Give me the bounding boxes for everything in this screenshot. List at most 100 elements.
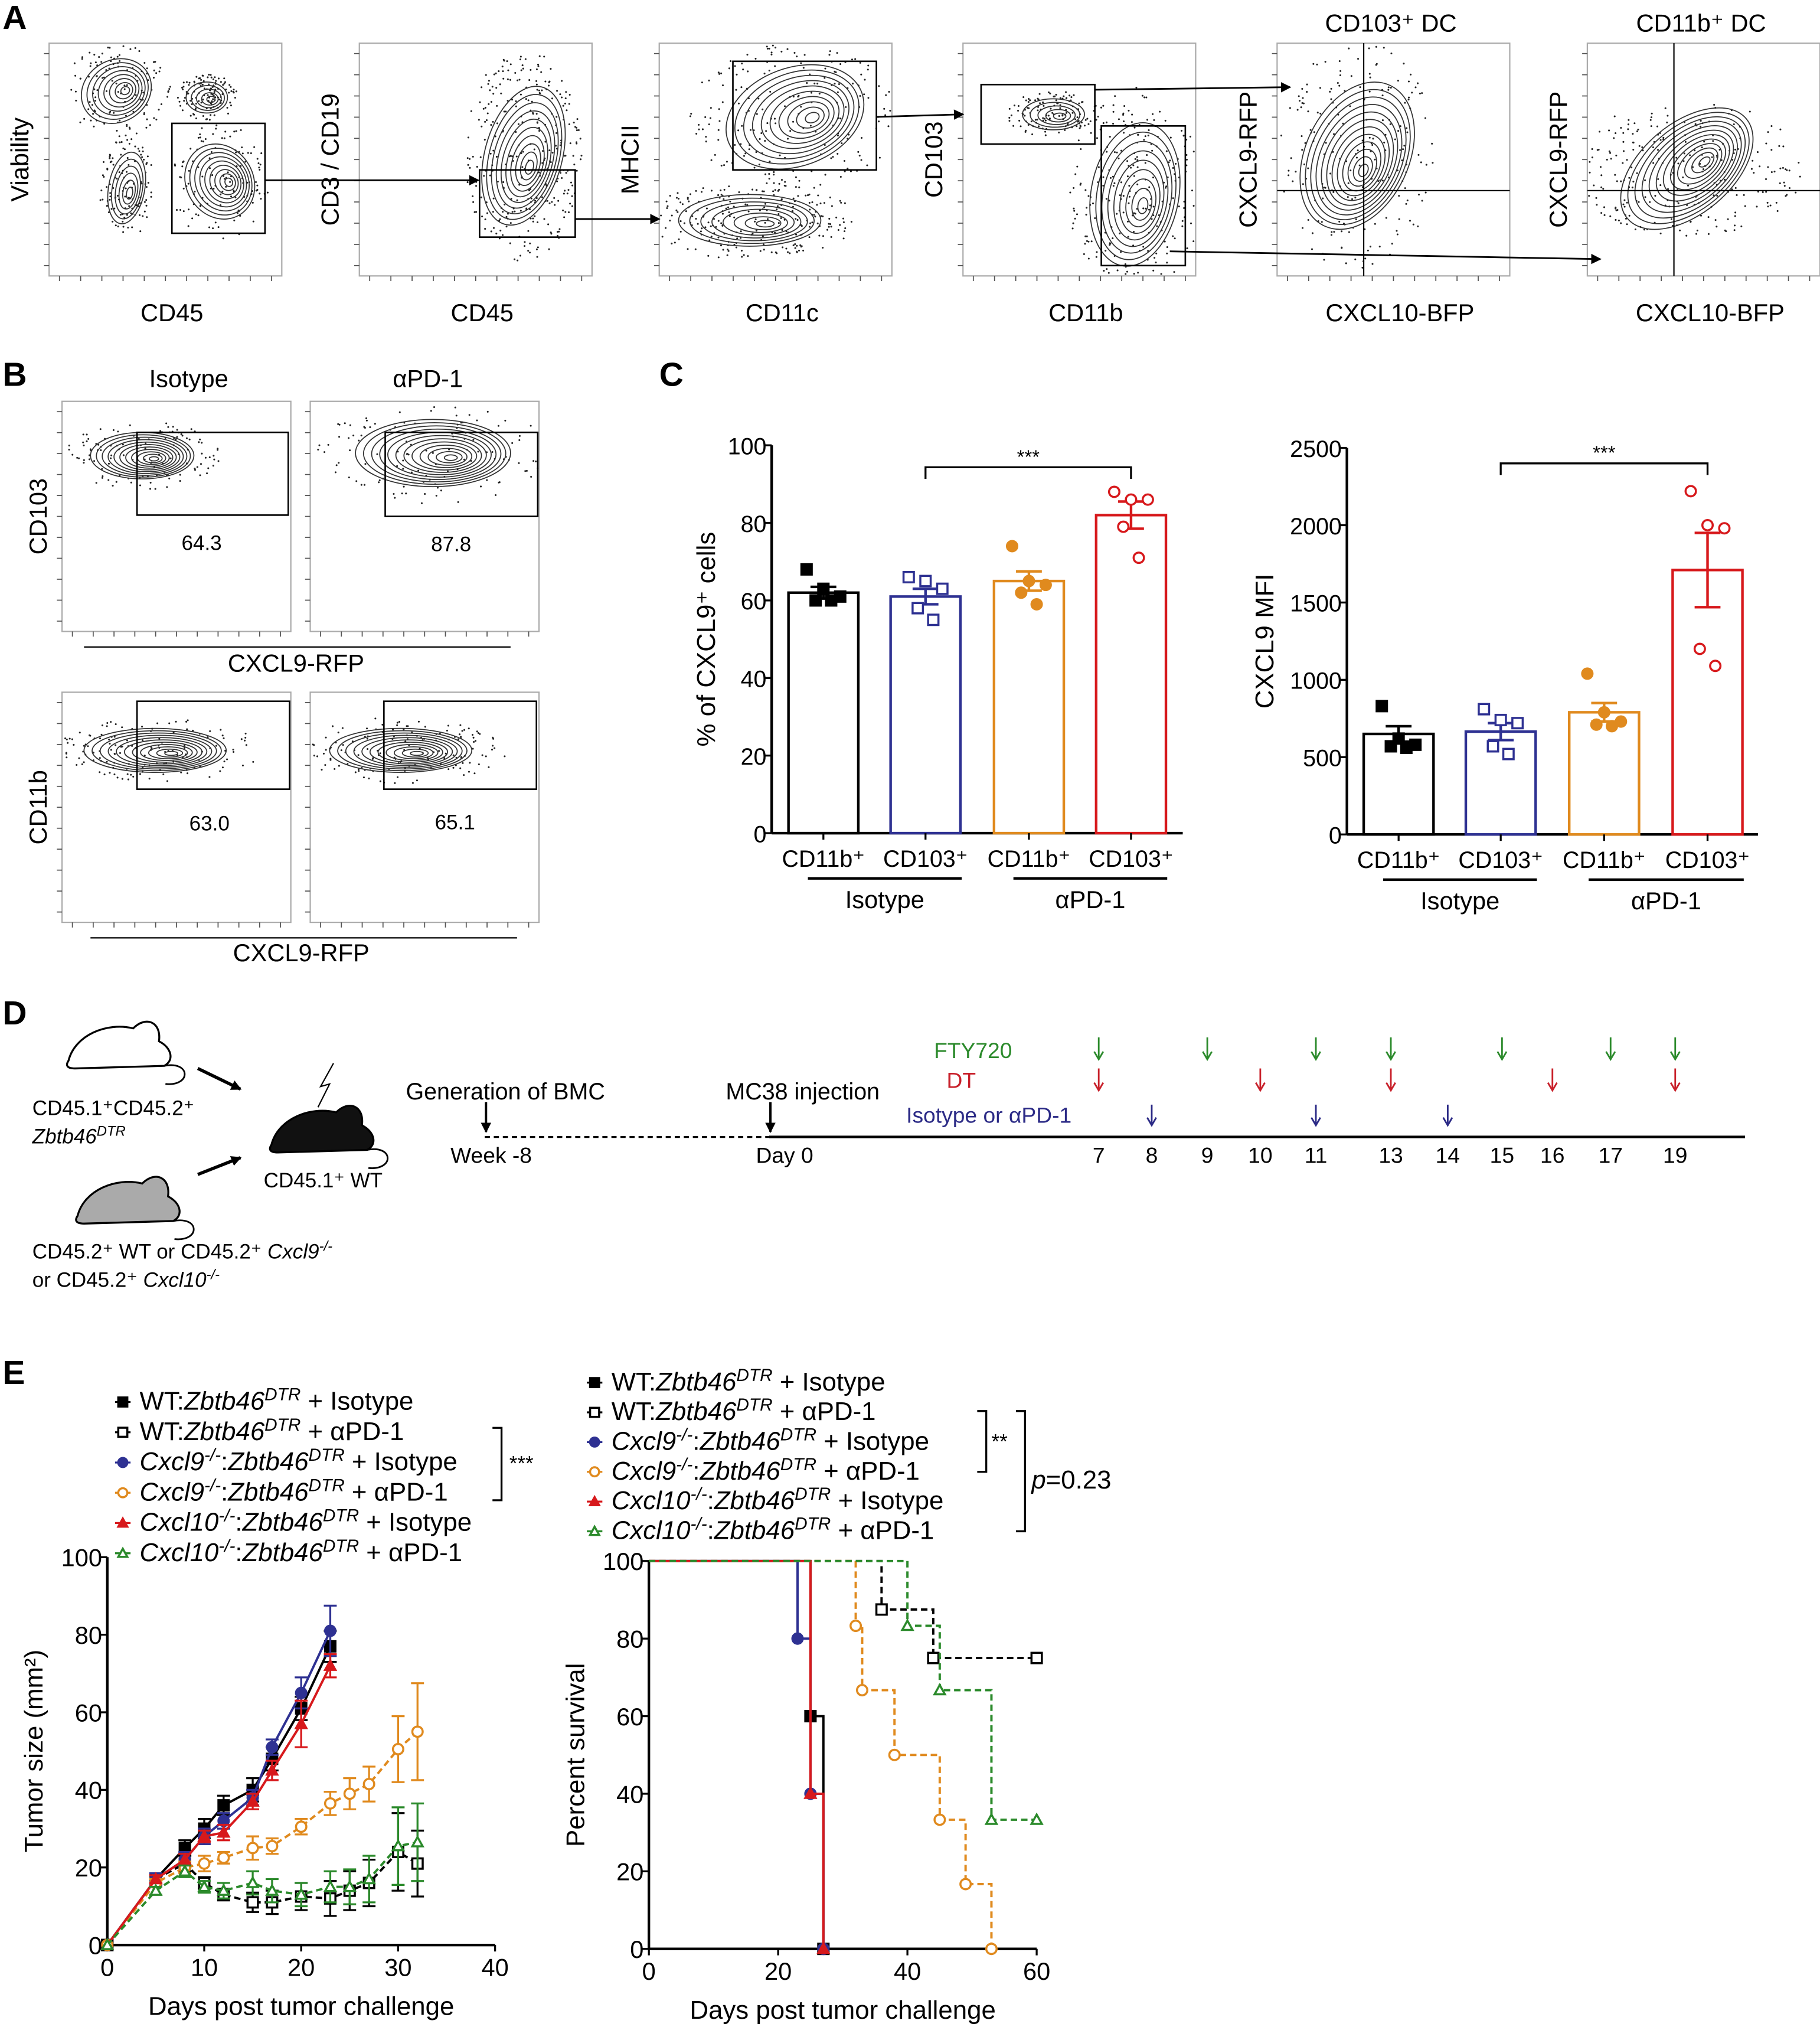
event-dot — [1136, 183, 1139, 185]
event-dot — [197, 166, 200, 168]
event-dot — [1055, 99, 1057, 102]
y-axis-label: CD103 — [24, 478, 52, 554]
event-dot — [100, 190, 103, 192]
contour-line — [96, 434, 191, 478]
event-dot — [145, 126, 148, 129]
event-dot — [1716, 226, 1718, 228]
event-dot — [1024, 115, 1026, 117]
event-dot — [828, 54, 831, 56]
event-dot — [497, 425, 499, 427]
event-dot — [547, 84, 550, 87]
legend-item: WT:Zbtb46DTR + αPD-1 — [115, 1415, 404, 1446]
significance-label: *** — [1593, 442, 1616, 463]
event-dot — [416, 779, 418, 782]
event-dot — [479, 156, 482, 158]
event-dot — [94, 96, 97, 99]
event-dot — [352, 435, 355, 437]
event-dot — [185, 81, 188, 83]
legend-label-part: Zbtb46 — [655, 1397, 737, 1426]
contour-line — [115, 81, 133, 100]
event-dot — [344, 422, 346, 425]
event-dot — [1770, 149, 1773, 151]
contour-line — [329, 727, 473, 773]
event-dot — [507, 69, 509, 71]
event-dot — [481, 754, 483, 756]
event-dot — [754, 220, 756, 223]
panel-b-plot-r2c1 — [57, 691, 292, 928]
event-dot — [1178, 205, 1180, 208]
event-dot — [743, 254, 745, 256]
event-dot — [1102, 176, 1105, 178]
event-dot — [219, 770, 221, 772]
event-dot — [800, 62, 802, 64]
event-dot — [714, 154, 716, 156]
contour-line — [214, 169, 239, 195]
contour-line — [99, 732, 217, 770]
event-dot — [535, 113, 538, 115]
event-dot — [420, 502, 423, 504]
event-dot — [778, 182, 780, 185]
contour-line — [524, 159, 534, 175]
event-dot — [864, 79, 866, 81]
event-dot — [66, 738, 68, 740]
event-dot — [143, 112, 145, 115]
event-dot — [1148, 129, 1150, 131]
treatment-arrowhead — [1146, 1117, 1157, 1127]
event-dot — [1374, 158, 1376, 161]
bar — [992, 579, 1066, 835]
event-dot — [766, 218, 769, 220]
donor2-label-line2-part: Cxcl10 — [143, 1269, 207, 1292]
event-dot — [392, 729, 394, 731]
event-dot — [435, 495, 437, 497]
event-dot — [722, 249, 724, 251]
event-dot — [1134, 158, 1136, 160]
significance-label: ** — [991, 1430, 1008, 1453]
event-dot — [366, 727, 368, 730]
event-dot — [463, 729, 466, 731]
event-dot — [89, 51, 91, 54]
legend-label-part: : — [692, 1457, 700, 1486]
event-dot — [349, 424, 351, 426]
donor1-genotype-part: Zbtb46 — [32, 1125, 97, 1148]
event-dot — [107, 479, 110, 481]
series-5 — [649, 1559, 831, 1954]
legend-item: WT:Zbtb46DTR + Isotype — [115, 1385, 413, 1416]
event-dot — [145, 163, 148, 165]
event-dot — [358, 439, 360, 442]
x-tick-label: 20 — [287, 1954, 315, 1982]
contour-line — [111, 158, 144, 220]
event-dot — [1149, 204, 1151, 207]
contour-line — [194, 152, 250, 212]
circle-marker — [362, 1778, 375, 1791]
event-dot — [1700, 120, 1702, 122]
event-dot — [222, 237, 224, 240]
event-dot — [829, 50, 831, 53]
event-dot — [733, 205, 735, 208]
event-dot — [172, 426, 174, 428]
event-dot — [517, 123, 520, 125]
legend-label-part: -/- — [218, 1506, 235, 1525]
event-dot — [118, 54, 120, 56]
event-dot — [463, 774, 465, 776]
legend-label-part: -/- — [204, 1445, 221, 1465]
contour-line — [371, 425, 502, 483]
event-dot — [1153, 119, 1155, 121]
event-dot — [1042, 117, 1044, 119]
event-dot — [797, 195, 799, 197]
event-dot — [834, 83, 836, 85]
event-dot — [403, 485, 405, 488]
event-dot — [466, 157, 469, 159]
contour-line — [760, 85, 845, 149]
triangle-marker — [984, 1812, 999, 1825]
event-dot — [800, 245, 803, 247]
event-dot — [130, 138, 133, 141]
contour-line — [1037, 105, 1076, 125]
event-dot — [1378, 246, 1381, 248]
event-dot — [773, 117, 776, 120]
event-dot — [207, 94, 209, 96]
event-dot — [795, 186, 797, 188]
event-dot — [501, 66, 504, 68]
event-dot — [1390, 52, 1393, 55]
square-marker — [927, 1651, 940, 1664]
